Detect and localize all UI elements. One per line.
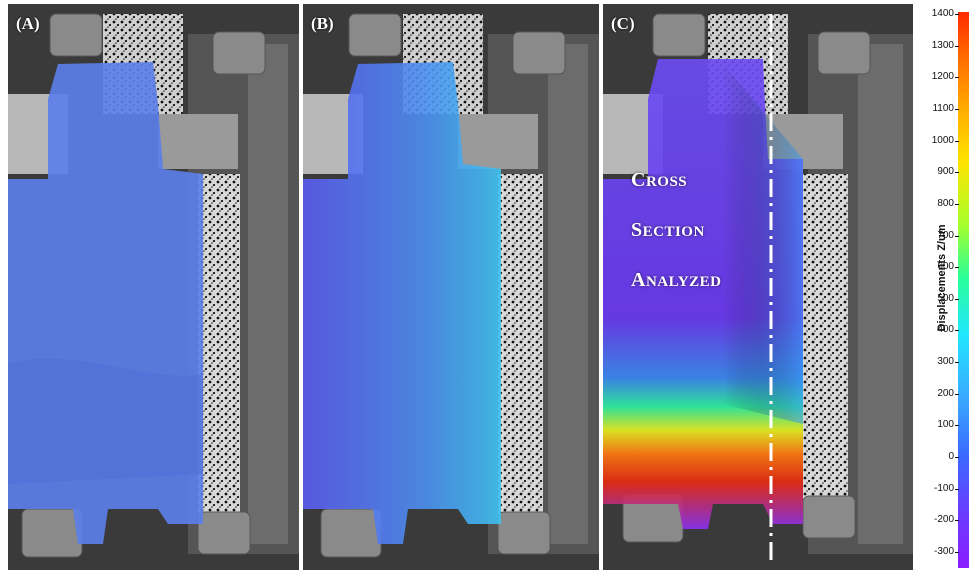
colorbar-tick-label: 1200 [931,71,954,83]
colorbar-tick-mark [955,45,959,47]
colorbar-tick-mark [955,140,959,142]
panel-label-c: (C) [611,14,635,33]
colorbar-tick-mark [955,77,959,79]
colorbar-tick-label: 1400 [931,8,954,19]
colorbar-tick-label: 1000 [931,134,954,146]
colorbar-tick-label: -200 [933,514,954,526]
colorbar-tick-label: -100 [933,482,954,494]
colorbar-tick-mark [955,488,959,490]
colorbar-tick-mark [955,520,959,522]
colorbar-tick-label: 100 [937,419,954,431]
annotation-line-3: ANALYZED [631,269,722,291]
specimen-image-c [603,4,913,570]
colorbar-tick-mark [955,552,959,553]
colorbar-tick-mark [955,267,959,269]
colorbar-tick-mark [955,362,959,364]
colorbar-tick-label: 700 [937,229,954,241]
colorbar-tick-label: 0 [948,451,954,463]
panel-b: (B) [303,4,599,570]
colorbar-tick-mark [955,14,959,15]
panel-label-a: (A) [16,14,40,33]
colorbar-tick-label: 600 [937,261,954,273]
colorbar-tick-label: 1100 [932,102,954,114]
panel-c: (C) CROSS SECTION ANALYZED [603,4,913,570]
specimen-image-b [303,4,599,570]
colorbar-tick-mark [955,235,959,237]
colorbar-tick-mark [955,330,959,332]
colorbar-tick-mark [955,457,959,459]
cross-section-annotation: CROSS SECTION ANALYZED [631,156,721,306]
annotation-line-1: CROSS [631,169,688,191]
colorbar-tick-label: -300 [933,546,954,557]
colorbar-tick-label: 400 [937,324,954,336]
colorbar-tick-label: 200 [937,387,954,399]
colorbar-tick-mark [955,172,959,174]
colorbar-tick-label: 300 [937,356,954,368]
specimen-image-a [8,4,299,570]
colorbar-tick-mark [955,108,959,110]
colorbar-tick-mark [955,298,959,300]
colorbar-tick-label: 500 [937,292,954,304]
colorbar-tick-mark [955,203,959,205]
colorbar-tick-label: 800 [937,197,954,209]
colorbar-tick-mark [955,393,959,395]
colorbar-tick-label: 900 [937,166,954,178]
panel-label-b: (B) [311,14,334,33]
colorbar-tick-label: 1300 [931,39,954,51]
displacement-colorbar [958,12,969,568]
annotation-line-2: SECTION [631,219,705,241]
panel-a: (A) [8,4,299,570]
colorbar-tick-mark [955,425,959,427]
